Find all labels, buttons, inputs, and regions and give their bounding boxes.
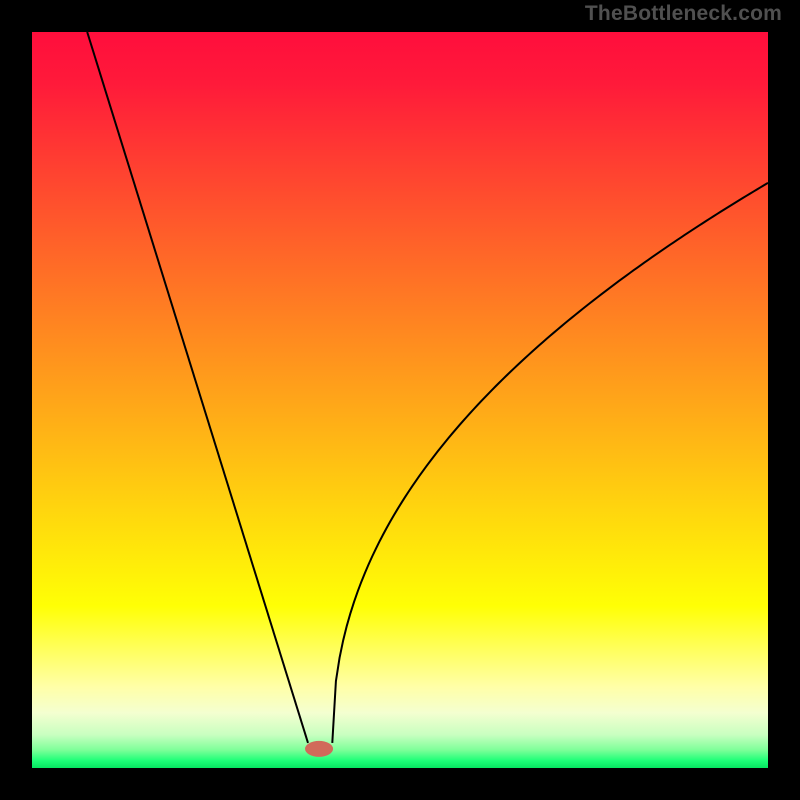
watermark-text: TheBottleneck.com xyxy=(585,2,782,26)
bottleneck-chart xyxy=(0,0,800,800)
optimum-marker xyxy=(305,741,333,757)
chart-gradient-area xyxy=(32,32,768,768)
